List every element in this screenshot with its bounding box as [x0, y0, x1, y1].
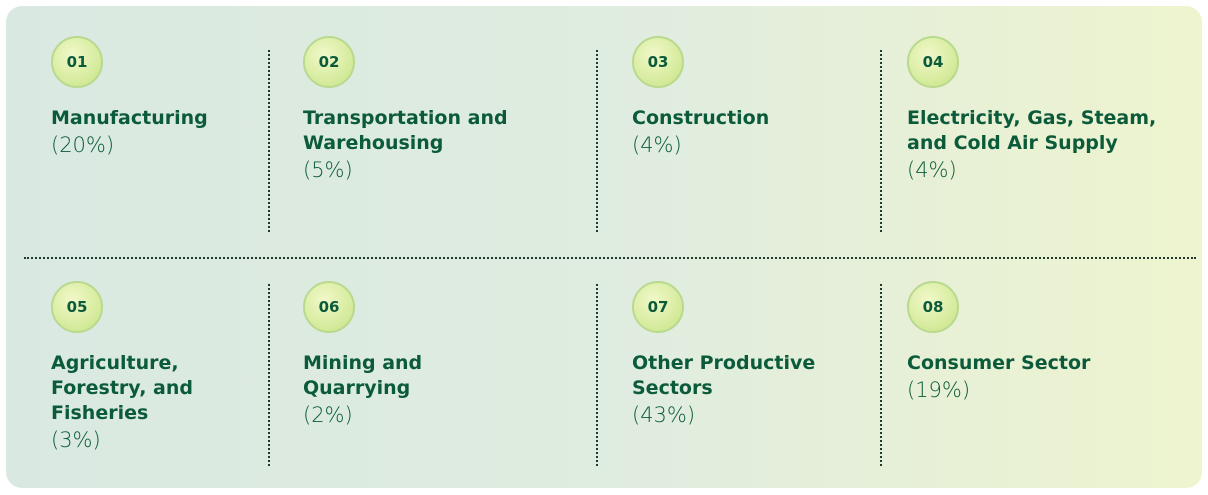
number-badge: 04: [907, 36, 959, 88]
sector-item: 05 Agriculture, Forestry, and Fisheries (3…: [51, 281, 231, 454]
sector-title: Mining and Quarrying: [303, 352, 423, 399]
sector-title: Agriculture, Forestry, and Fisheries: [51, 352, 193, 424]
number-badge: 06: [303, 281, 355, 333]
number-badge: 02: [303, 36, 355, 88]
number-badge: 01: [51, 36, 103, 88]
sector-share: (2%): [303, 403, 353, 427]
sector-title: Consumer Sector: [907, 352, 1091, 374]
number-badge: 08: [907, 281, 959, 333]
sector-title: Construction: [632, 107, 770, 129]
sector-share: (20%): [51, 133, 115, 157]
separator: [596, 284, 598, 466]
number-badge: 07: [632, 281, 684, 333]
sector-title: Electricity, Gas, Steam, and Cold Air Su…: [907, 107, 1157, 154]
sector-title: Transportation and Warehousing: [303, 107, 508, 154]
sector-share: (3%): [51, 428, 101, 452]
sector-share: (43%): [632, 403, 696, 427]
sector-item: 07 Other Productive Sectors (43%): [632, 281, 852, 429]
number-badge: 05: [51, 281, 103, 333]
sector-item: 04 Electricity, Gas, Steam, and Cold Air …: [907, 36, 1157, 184]
number-badge: 03: [632, 36, 684, 88]
sector-share: (19%): [907, 378, 971, 402]
sector-title: Manufacturing: [51, 107, 208, 129]
separator: [880, 50, 882, 232]
sector-item: 02 Transportation and Warehousing (5%): [303, 36, 543, 184]
separator: [596, 50, 598, 232]
sector-item: 06 Mining and Quarrying (2%): [303, 281, 453, 429]
sector-title: Other Productive Sectors: [632, 352, 816, 399]
panel: 01 Manufacturing (20%) 02 Transportation and…: [6, 6, 1202, 488]
sector-item: 01 Manufacturing (20%): [51, 36, 251, 159]
separator: [24, 257, 1196, 259]
sector-share: (4%): [632, 133, 682, 157]
sector-item: 03 Construction (4%): [632, 36, 852, 159]
separator: [880, 284, 882, 466]
sector-share: (5%): [303, 158, 353, 182]
sector-share: (4%): [907, 158, 957, 182]
separator: [268, 50, 270, 232]
sector-item: 08 Consumer Sector (19%): [907, 281, 1157, 404]
separator: [268, 284, 270, 466]
